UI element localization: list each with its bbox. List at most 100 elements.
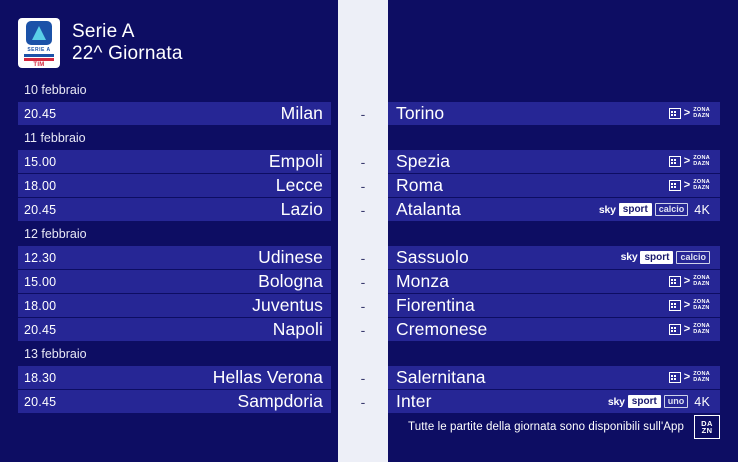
match-row-home[interactable]: 15.00 Bologna: [18, 270, 331, 293]
date-label: 10 febbraio: [24, 82, 87, 97]
sky-sport-chip: sport: [618, 203, 652, 216]
match-time: 20.45: [24, 322, 57, 337]
match-time: 20.45: [24, 202, 57, 217]
match-time: 18.00: [24, 298, 57, 313]
match-row-away[interactable]: Monza > ZONA DAZN: [388, 270, 720, 293]
zona-chevron-icon: >: [683, 275, 691, 287]
date-label: 11 febbraio: [24, 130, 86, 145]
header: SERIE A TIM Serie A 22^ Giornata: [18, 18, 183, 68]
match-time: 20.45: [24, 106, 57, 121]
match-row-away[interactable]: Roma > ZONA DAZN: [388, 174, 720, 197]
dazn-logo-line2: ZN: [701, 426, 713, 435]
zona-dazn-wordmark: ZONA DAZN: [693, 275, 710, 287]
match-row-home[interactable]: 18.00 Lecce: [18, 174, 331, 197]
footer-note: Tutte le partite della giornata sono dis…: [408, 421, 684, 433]
zona-grid-icon: [668, 300, 681, 311]
match-row-home[interactable]: 12.30 Udinese: [18, 246, 331, 269]
broadcaster-logos: sky sport uno 4K: [608, 395, 720, 409]
broadcaster-logos: > ZONA DAZN: [668, 275, 720, 287]
zona-dazn-wordmark: ZONA DAZN: [693, 299, 710, 311]
home-team-name: Bologna: [258, 271, 323, 291]
match-row-home[interactable]: 20.45 Lazio: [18, 198, 331, 221]
match-row-away[interactable]: Inter sky sport uno 4K: [388, 390, 720, 413]
away-team-name: Salernitana: [396, 367, 486, 387]
competition-title: Serie A: [72, 20, 135, 42]
match-time: 15.00: [24, 154, 57, 169]
zona-line2: DAZN: [693, 328, 710, 335]
match-time: 20.45: [24, 394, 57, 409]
zona-line2: DAZN: [693, 304, 710, 311]
versus-separator: -: [360, 201, 366, 218]
broadcaster-logos: > ZONA DAZN: [668, 155, 720, 167]
sky-sport-chip: sport: [640, 250, 674, 264]
away-team-name: Inter: [396, 391, 432, 411]
match-row-away[interactable]: Salernitana > ZONA DAZN: [388, 366, 720, 389]
zona-chevron-icon: >: [683, 299, 691, 311]
zona-dazn-logo-icon: > ZONA DAZN: [668, 299, 710, 311]
zona-dazn-wordmark: ZONA DAZN: [693, 179, 710, 191]
broadcaster-logos: > ZONA DAZN: [668, 107, 720, 119]
zona-dazn-wordmark: ZONA DAZN: [693, 371, 710, 383]
zona-line2: DAZN: [693, 112, 710, 119]
match-row-away[interactable]: Torino > ZONA DAZN: [388, 102, 720, 125]
sky-sport-calcio-4k-logo-icon: sky sport calcio 4K: [599, 203, 710, 217]
match-row-home[interactable]: 15.00 Empoli: [18, 150, 331, 173]
away-team-name: Sassuolo: [396, 247, 469, 267]
match-row-away[interactable]: Atalanta sky sport calcio 4K: [388, 198, 720, 221]
match-row-away[interactable]: Sassuolo sky sport calcio: [388, 246, 720, 269]
zona-dazn-wordmark: ZONA DAZN: [693, 323, 710, 335]
match-row-home[interactable]: 20.45 Napoli: [18, 318, 331, 341]
zona-grid-icon: [668, 156, 681, 167]
away-team-name: Monza: [396, 271, 450, 291]
zona-grid-icon: [668, 276, 681, 287]
match-row-home[interactable]: 20.45 Milan: [18, 102, 331, 125]
sky-quality-label: 4K: [694, 394, 710, 409]
zona-chevron-icon: >: [683, 179, 691, 191]
serie-a-shield-icon: [26, 21, 52, 46]
home-team-name: Napoli: [272, 319, 323, 339]
sky-channel-chip: uno: [663, 394, 689, 409]
match-row-away[interactable]: Cremonese > ZONA DAZN: [388, 318, 720, 341]
match-row-home[interactable]: 20.45 Sampdoria: [18, 390, 331, 413]
home-team-name: Udinese: [258, 247, 323, 267]
zona-grid-icon: [668, 180, 681, 191]
left-panel: SERIE A TIM Serie A 22^ Giornata: [0, 0, 338, 462]
match-row-away[interactable]: Fiorentina > ZONA DAZN: [388, 294, 720, 317]
zona-line1: ZONA: [693, 371, 710, 377]
match-row-home[interactable]: 18.00 Juventus: [18, 294, 331, 317]
serie-a-logo-bar-red: [24, 58, 54, 61]
zona-dazn-logo-icon: > ZONA DAZN: [668, 179, 710, 191]
sky-channel-chip: calcio: [676, 250, 710, 265]
versus-separator: -: [360, 369, 366, 386]
center-gutter: [338, 0, 388, 462]
zona-chevron-icon: >: [683, 323, 691, 335]
zona-line1: ZONA: [693, 155, 710, 161]
versus-separator: -: [360, 393, 366, 410]
away-team-name: Roma: [396, 175, 444, 195]
matchday-title: 22^ Giornata: [72, 43, 183, 64]
zona-dazn-logo-icon: > ZONA DAZN: [668, 155, 710, 167]
zona-dazn-logo-icon: > ZONA DAZN: [668, 371, 710, 383]
broadcaster-logos: > ZONA DAZN: [668, 323, 720, 335]
versus-separator: -: [360, 177, 366, 194]
match-time: 15.00: [24, 274, 57, 289]
versus-separator: -: [360, 249, 366, 266]
sky-wordmark: sky: [607, 395, 625, 408]
sky-sport-chip: sport: [627, 395, 661, 408]
date-header: 11 febbraio: [18, 126, 331, 149]
date-header: 12 febbraio: [18, 222, 331, 245]
home-team-name: Lazio: [280, 199, 323, 219]
match-row-home[interactable]: 18.30 Hellas Verona: [18, 366, 331, 389]
zona-line2: DAZN: [693, 376, 710, 383]
zona-line2: DAZN: [693, 184, 710, 191]
match-row-away[interactable]: Spezia > ZONA DAZN: [388, 150, 720, 173]
zona-line1: ZONA: [693, 275, 710, 281]
versus-separator: -: [360, 273, 366, 290]
zona-dazn-wordmark: ZONA DAZN: [693, 155, 710, 167]
away-team-name: Atalanta: [396, 199, 462, 219]
zona-chevron-icon: >: [683, 155, 691, 167]
zona-dazn-logo-icon: > ZONA DAZN: [668, 275, 710, 287]
away-team-name: Cremonese: [396, 319, 488, 339]
zona-dazn-wordmark: ZONA DAZN: [693, 107, 710, 119]
